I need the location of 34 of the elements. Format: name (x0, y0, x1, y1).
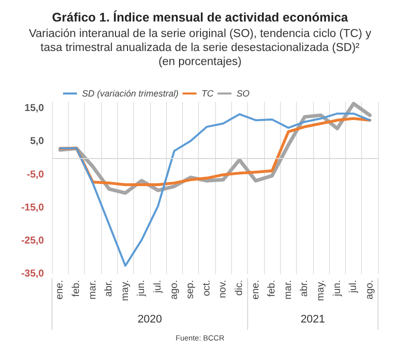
x-tick-label: oct. (201, 280, 212, 296)
x-tick-label: abr. (299, 280, 310, 297)
x-tick-label: may. (315, 280, 326, 301)
x-tick-label: jun. (136, 280, 148, 298)
x-tick-label: ago. (168, 280, 180, 300)
x-tick-label: mar. (282, 280, 294, 300)
y-tick-label: -25,0 (21, 235, 44, 246)
text: 2021 (300, 314, 326, 326)
x-tick-label: abr. (104, 280, 115, 297)
y-tick-label: 5,0 (30, 136, 44, 148)
chart-subtitle: Variación interanual de la serie original (SO), tendencia ciclo (TC) y tasa trimestral anualizada de la serie desestacionalizada (SD)² (en porcentajes) (28, 28, 372, 68)
x-tick-label: nov. (218, 280, 229, 298)
x-tick-label: jul. (348, 280, 360, 294)
x-tick-label: dic. (234, 280, 245, 296)
x-tick-label: sep. (185, 280, 196, 299)
chart-title: Gráfico 1. Índice mensual de actividad económica (52, 10, 350, 24)
x-tick-label: jul. (152, 280, 164, 294)
x-tick-label: feb. (70, 280, 82, 297)
y-tick-label: -35,0 (21, 268, 44, 280)
y-tick-label: -15,0 (21, 202, 44, 214)
legend-label: SD (variación trimestral) (82, 88, 179, 98)
text: 2020 (138, 314, 162, 326)
x-tick-label: mar. (87, 280, 98, 300)
legend-label: TC (202, 88, 214, 98)
x-tick-label: may. (120, 280, 131, 301)
legend-label: SO (236, 88, 250, 98)
y-tick-label: -5,0 (26, 169, 44, 180)
line-series (59, 112, 371, 267)
x-tick-label: jun. (332, 280, 343, 298)
y-tick-label: 15,0 (24, 103, 44, 114)
x-tick-label: ago. (364, 280, 376, 300)
x-tick-label: ene. (54, 280, 66, 300)
x-tick-label: feb. (266, 280, 278, 297)
x-tick-label: ene. (250, 280, 262, 300)
